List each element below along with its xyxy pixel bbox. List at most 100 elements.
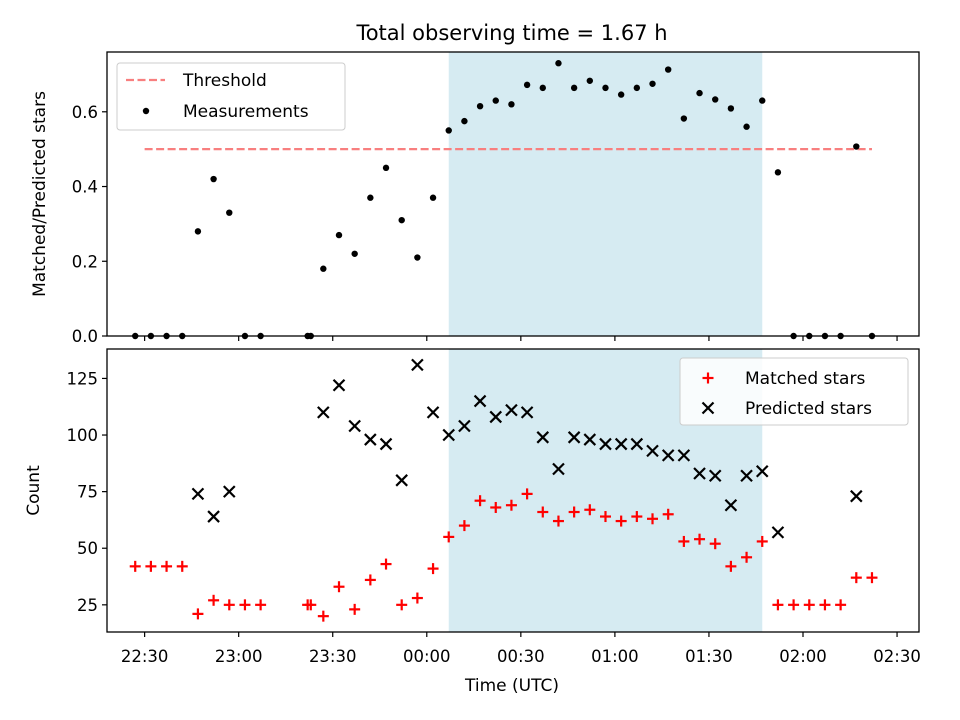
- x-tick-label: 01:00: [591, 647, 639, 666]
- x-tick-label: 23:00: [215, 647, 263, 666]
- measurement-point: [680, 115, 688, 122]
- measurement-point: [461, 117, 468, 125]
- matched-point: [223, 599, 235, 611]
- matched-point: [647, 513, 659, 525]
- predicted-point: [677, 449, 691, 462]
- ratio-axes-frame: [106, 51, 920, 337]
- measurement-point: [508, 101, 515, 108]
- matched-point: [129, 560, 141, 572]
- predicted-point: [552, 462, 565, 476]
- measurement-point: [586, 77, 594, 84]
- measurement-point: [759, 97, 766, 104]
- predicted-point: [567, 431, 581, 444]
- predicted-point: [473, 394, 487, 408]
- measurement-point: [743, 123, 750, 130]
- legend-label: Matched stars: [745, 369, 865, 389]
- matched-point: [819, 599, 831, 611]
- matched-point: [850, 572, 862, 584]
- legend-measurement-swatch: [142, 107, 150, 115]
- predicted-point: [411, 358, 424, 372]
- matched-point: [145, 560, 157, 572]
- predicted-point: [348, 419, 361, 433]
- ratio-panel: 0.0 0.2 0.4 0.6 Matched/Predicted stars Thr…: [30, 51, 920, 346]
- y-tick-label: 0.0: [72, 327, 98, 346]
- predicted-point: [693, 467, 706, 480]
- measurement-point: [335, 231, 343, 239]
- matched-point: [411, 592, 423, 604]
- matched-point: [396, 599, 408, 611]
- measurement-point: [853, 143, 860, 150]
- matched-point: [694, 533, 706, 545]
- measurement-point: [492, 97, 499, 104]
- matched-point: [255, 599, 267, 611]
- matched-point: [835, 599, 847, 611]
- measurement-point: [194, 228, 202, 235]
- measurement-point: [774, 169, 782, 176]
- predicted-point: [458, 419, 471, 433]
- x-tick-label: 00:30: [497, 647, 545, 666]
- matched-point: [490, 501, 502, 513]
- predicted-point: [505, 403, 518, 417]
- x-tick-label: 22:30: [121, 647, 169, 666]
- matched-point: [552, 515, 564, 527]
- predicted-point: [771, 526, 785, 539]
- matched-point: [427, 563, 439, 575]
- y-tick-label: 0.4: [72, 178, 98, 197]
- measurement-point: [602, 84, 609, 92]
- y-tick-label: 25: [77, 596, 98, 615]
- matched-point: [803, 599, 815, 611]
- predicted-point: [379, 437, 393, 451]
- measurement-point: [445, 127, 452, 134]
- predicted-point: [489, 410, 503, 424]
- matched-point: [443, 531, 455, 543]
- count-panel: 25 50 75 100 125 22:30 23:00 23:30 00:00 00:30 01…: [24, 348, 921, 666]
- predicted-point: [536, 431, 550, 444]
- predicted-point: [207, 510, 220, 523]
- matched-point: [380, 558, 392, 570]
- matched-point: [161, 560, 173, 572]
- legend-label: Measurements: [183, 102, 309, 122]
- matched-point: [505, 499, 517, 511]
- legend-matched-swatch: [702, 372, 714, 384]
- predicted-point: [724, 498, 738, 512]
- measurement-point: [320, 265, 327, 272]
- matched-point: [176, 560, 188, 572]
- y-tick-label: 125: [67, 369, 99, 388]
- matched-point: [662, 508, 674, 520]
- measurement-point: [570, 84, 578, 92]
- predicted-point: [614, 437, 628, 451]
- x-axis-label: Time (UTC): [464, 676, 559, 696]
- measurement-point: [539, 84, 546, 92]
- ratio-legend: Threshold Measurements: [116, 62, 346, 131]
- y-tick-label: 0.2: [72, 252, 98, 271]
- predicted-point: [740, 469, 753, 483]
- count-y-axis-label: Count: [24, 465, 44, 516]
- measurement-point: [664, 66, 672, 73]
- predicted-point: [222, 485, 236, 498]
- time-x-axis: 22:30 23:00 23:30 00:00 00:30 01:00 01:30 02:00…: [121, 632, 921, 666]
- measurement-point: [696, 89, 703, 97]
- matched-point: [208, 594, 220, 606]
- predicted-point: [708, 469, 722, 483]
- matched-point: [631, 511, 643, 523]
- matched-point: [333, 581, 345, 593]
- predicted-point: [191, 487, 205, 501]
- predicted-point: [599, 437, 612, 451]
- y-tick-label: 50: [77, 539, 98, 558]
- measurement-point: [382, 164, 390, 172]
- measurement-point: [414, 254, 421, 261]
- matched-point: [678, 535, 690, 547]
- measurement-point: [398, 216, 405, 224]
- chart-title: Total observing time = 1.67 h: [355, 21, 667, 45]
- predicted-point: [442, 428, 456, 442]
- matched-point: [615, 515, 627, 527]
- count-y-axis: 25 50 75 100 125: [67, 369, 107, 615]
- predicted-point: [520, 406, 534, 419]
- legend-label: Predicted stars: [745, 399, 872, 419]
- measurement-point: [351, 250, 358, 257]
- matched-point: [458, 520, 470, 532]
- x-tick-label: 23:30: [309, 647, 357, 666]
- observing-span: [448, 52, 763, 336]
- predicted-point: [395, 474, 408, 487]
